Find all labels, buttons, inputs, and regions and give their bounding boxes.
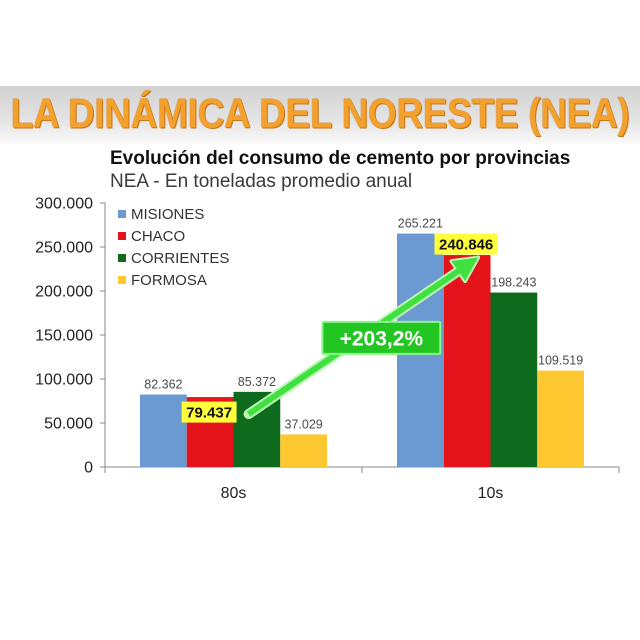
legend-label-misiones: MISIONES xyxy=(131,206,205,223)
legend-swatch-chaco xyxy=(118,232,126,240)
data-label-misiones-80s: 82.362 xyxy=(144,378,182,392)
data-label-formosa-10s: 109.519 xyxy=(538,354,583,368)
growth-annotation-box xyxy=(321,320,442,355)
legend: MISIONES CHACO CORRIENTES FORMOSA xyxy=(117,204,229,292)
legend-item-formosa: FORMOSA xyxy=(117,270,229,292)
bar-formosa-80s xyxy=(280,434,327,467)
highlight-box-chaco-80s xyxy=(181,401,237,423)
legend-item-corrientes: CORRIENTES xyxy=(117,248,229,270)
growth-annotation-label: +203,2% xyxy=(340,327,424,350)
highlight-box-chaco-10s xyxy=(434,233,498,255)
bar-corrientes-10s xyxy=(490,292,538,467)
data-label-corrientes-80s: 85.372 xyxy=(238,375,276,389)
legend-swatch-misiones xyxy=(118,210,126,218)
y-tick-label: 300.000 xyxy=(35,196,93,213)
bar-misiones-80s xyxy=(140,394,187,467)
y-tick-label: 150.000 xyxy=(35,328,93,345)
legend-label-corrientes: CORRIENTES xyxy=(131,250,230,267)
bar-chaco-10s xyxy=(443,255,491,467)
x-tick-label: 10s xyxy=(478,485,504,502)
banner-title: LA DINÁMICA DEL NORESTE (NEA) xyxy=(10,90,630,137)
data-label-chaco-80s: 79.437 xyxy=(186,404,232,421)
y-tick-label: 0 xyxy=(84,460,93,477)
x-tick-label: 80s xyxy=(221,485,247,502)
legend-item-chaco: CHACO xyxy=(117,226,229,248)
y-tick-label: 100.000 xyxy=(35,372,93,389)
legend-label-formosa: FORMOSA xyxy=(131,272,207,289)
legend-label-chaco: CHACO xyxy=(131,228,186,245)
banner-band xyxy=(0,86,640,146)
y-tick-label: 250.000 xyxy=(35,240,93,257)
legend-swatch-formosa xyxy=(118,276,126,284)
y-tick-label: 200.000 xyxy=(35,284,93,301)
legend-swatch-corrientes xyxy=(118,254,126,262)
chart-subtitle: NEA - En toneladas promedio anual xyxy=(110,171,413,192)
bar-formosa-10s xyxy=(537,370,584,467)
data-label-chaco-10s: 240.846 xyxy=(439,236,493,253)
y-tick-label: 50.000 xyxy=(44,416,93,433)
legend-item-misiones: MISIONES xyxy=(117,204,229,226)
growth-arrow-head xyxy=(451,257,479,281)
data-label-corrientes-10s: 198.243 xyxy=(491,276,536,290)
chart-title: Evolución del consumo de cemento por pro… xyxy=(110,148,571,169)
data-label-misiones-10s: 265.221 xyxy=(398,217,443,231)
data-label-formosa-80s: 37.029 xyxy=(285,417,323,431)
